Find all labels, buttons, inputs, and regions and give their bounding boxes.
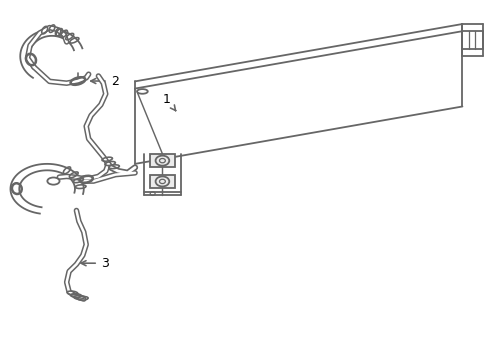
Bar (150, 154, 175, 167)
Bar (150, 175, 175, 188)
Text: 3: 3 (81, 257, 109, 270)
Text: 1: 1 (163, 93, 175, 111)
Text: 2: 2 (91, 75, 119, 87)
